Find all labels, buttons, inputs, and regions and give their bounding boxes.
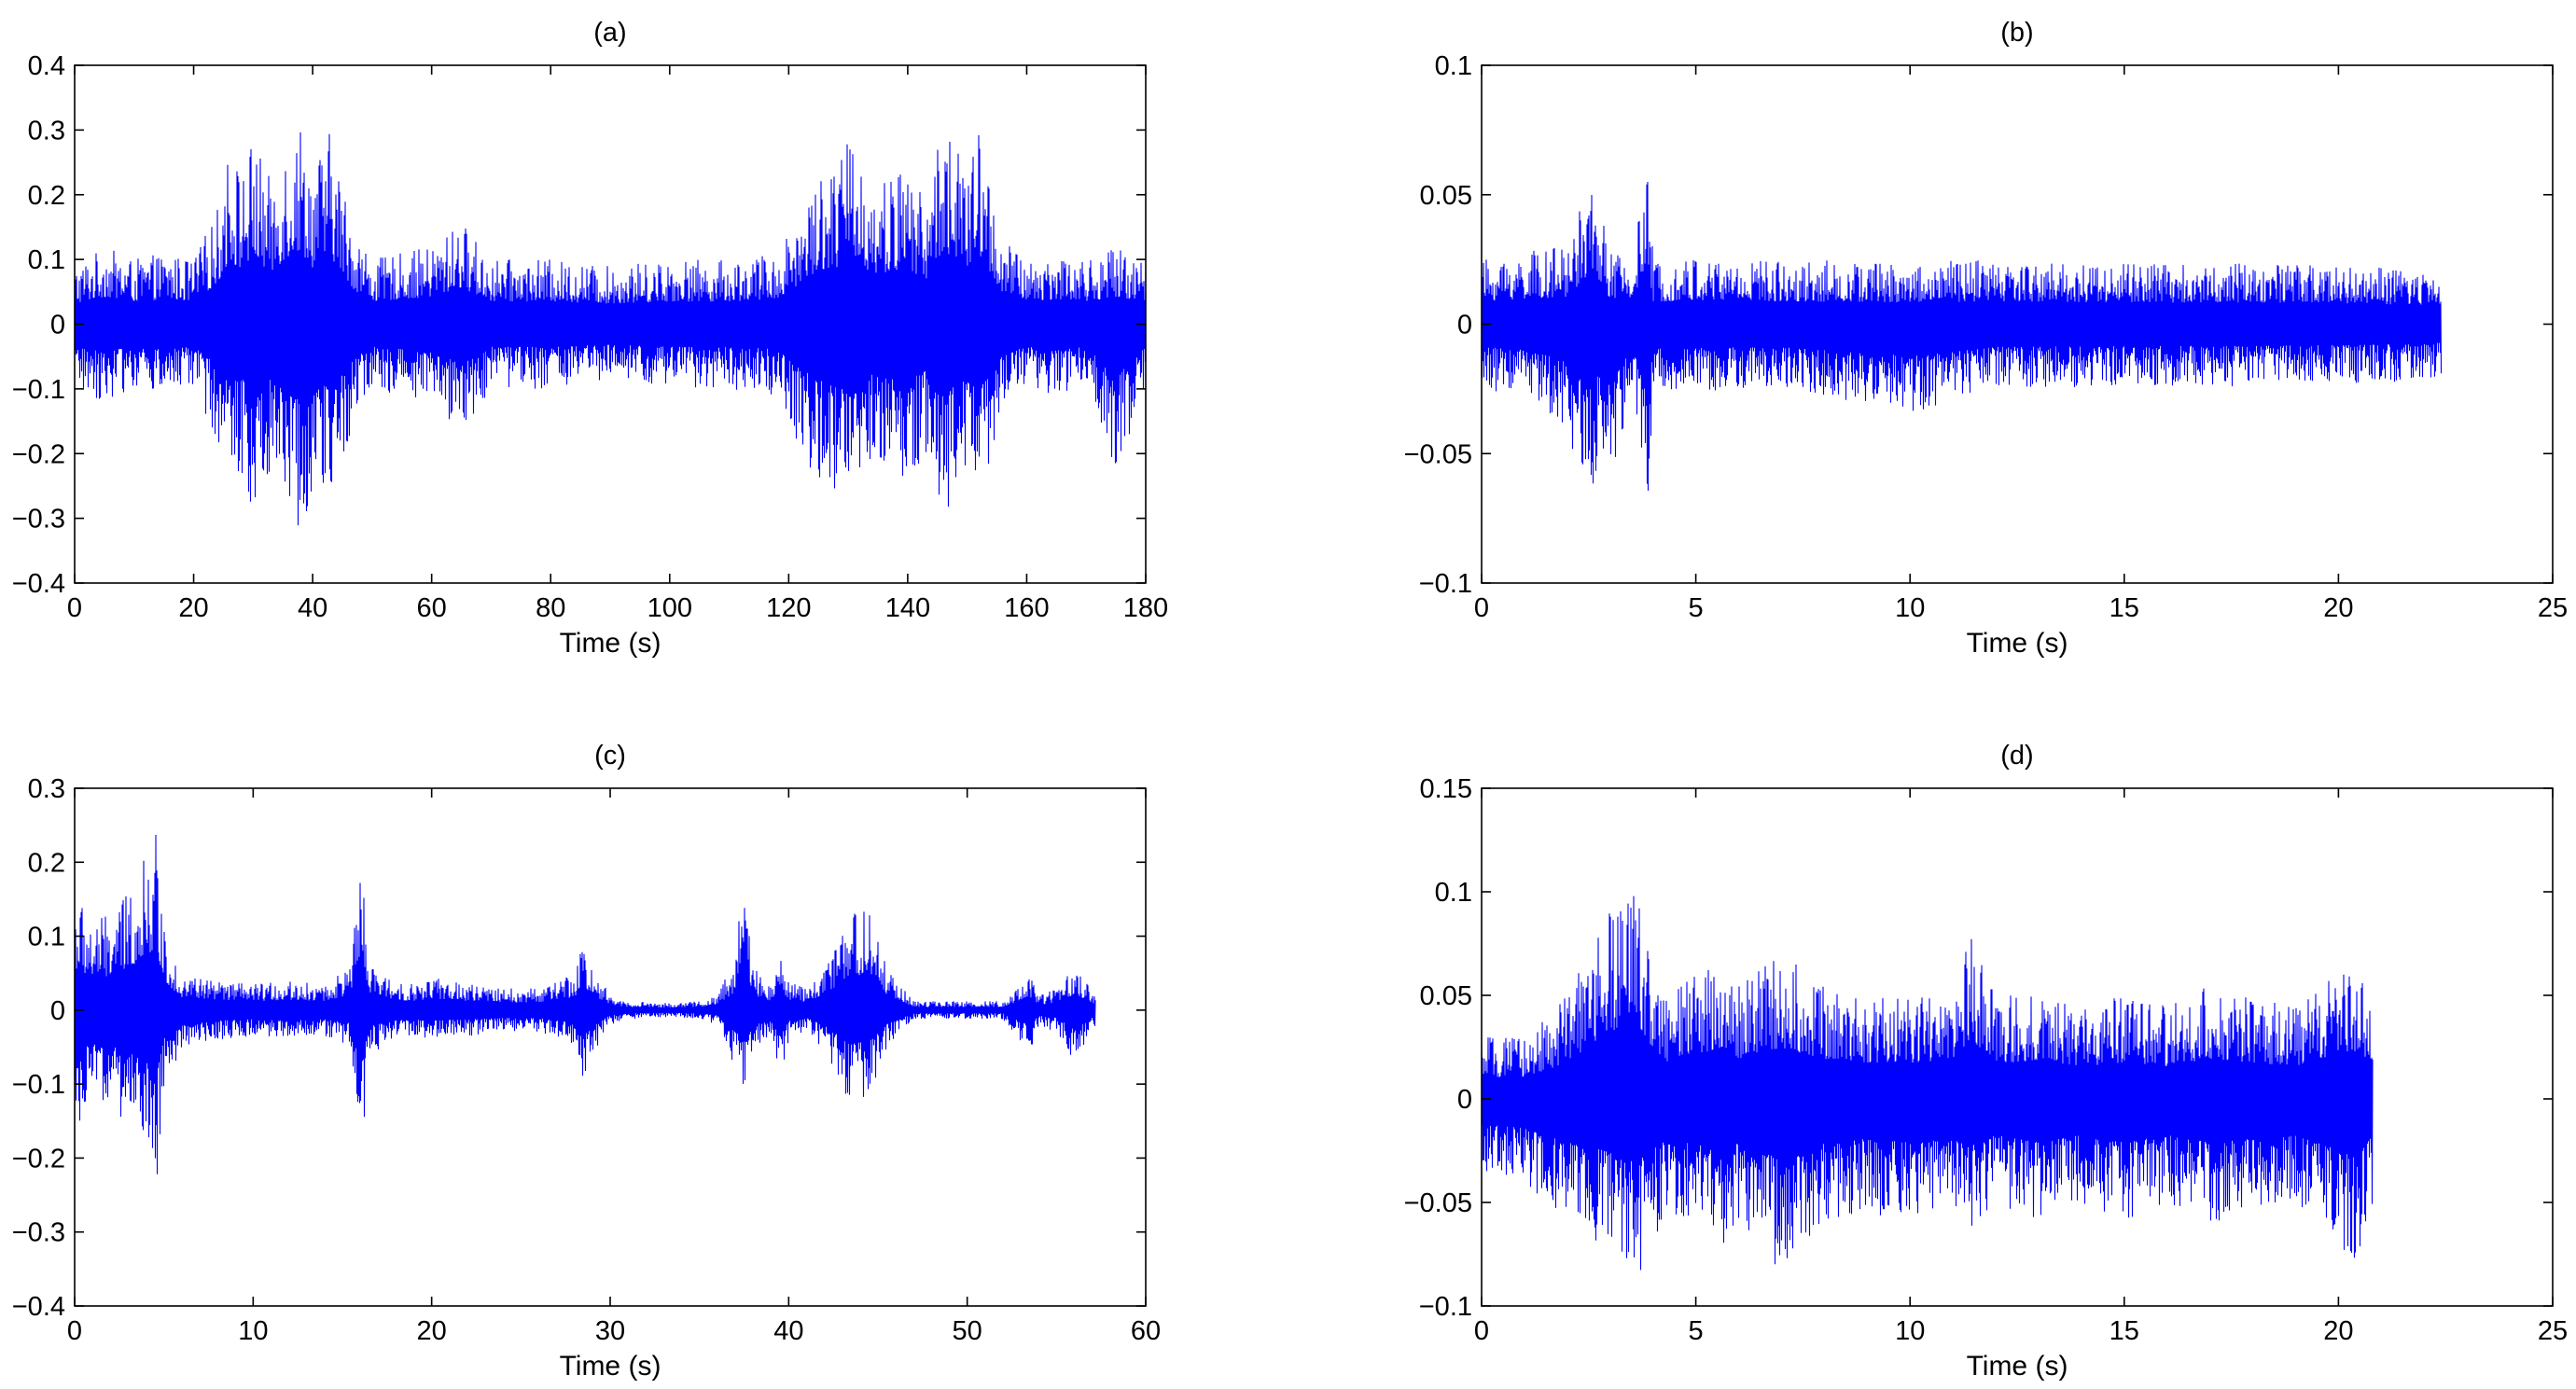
x-tick-label: 20 (2323, 1316, 2353, 1346)
x-tick-label: 40 (298, 593, 327, 623)
panel-title-c: (c) (594, 741, 626, 771)
y-tick-label: −0.2 (12, 1144, 65, 1174)
x-tick-label: 5 (1689, 1316, 1704, 1346)
y-tick-label: 0.1 (28, 923, 65, 952)
y-tick-label: −0.3 (12, 1218, 65, 1248)
x-tick-label: 5 (1689, 593, 1704, 623)
y-tick-label: −0.4 (12, 1292, 65, 1322)
y-tick-label: 0 (1457, 311, 1472, 340)
x-tick-label: 160 (1004, 593, 1049, 623)
y-tick-label: −0.1 (1419, 1292, 1472, 1322)
x-tick-label: 0 (1474, 1316, 1489, 1346)
y-tick-label: 0 (50, 996, 65, 1026)
x-tick-label: 180 (1123, 593, 1168, 623)
y-tick-label: 0.05 (1420, 181, 1472, 211)
panel-title-d: (d) (2000, 741, 2033, 771)
x-tick-label: 15 (2110, 1316, 2139, 1346)
y-tick-label: 0.3 (28, 774, 65, 804)
x-tick-label: 60 (1131, 1316, 1161, 1346)
x-tick-label: 10 (238, 1316, 268, 1346)
y-tick-label: 0.1 (1435, 51, 1472, 81)
y-tick-label: −0.4 (12, 569, 65, 599)
x-axis-label-b: Time (s) (1967, 628, 2068, 659)
x-tick-label: 30 (595, 1316, 625, 1346)
x-tick-label: 80 (536, 593, 565, 623)
chart-panel-a: 0 20 40 60 80 100 120 140 160 180 −0.4 −0.3 −0.2 −0.1… (12, 18, 1168, 659)
y-tick-label: 0.2 (28, 848, 65, 878)
x-tick-label: 20 (417, 1316, 447, 1346)
x-tick-label: 15 (2110, 593, 2139, 623)
y-tick-label: −0.1 (1419, 569, 1472, 599)
signal-series-b (1482, 181, 2443, 492)
x-tick-label: 120 (766, 593, 811, 623)
y-tick-label: −0.1 (12, 1070, 65, 1100)
x-tick-label: 60 (417, 593, 447, 623)
x-axis-label-d: Time (s) (1967, 1351, 2068, 1382)
y-tick-label: 0.4 (28, 51, 65, 81)
plot-frame-c (74, 787, 1147, 1307)
plot-frame-d (1481, 787, 2554, 1307)
x-axis-label-a: Time (s) (560, 628, 661, 659)
y-tick-label: 0 (1457, 1085, 1472, 1115)
panel-title-b: (b) (2000, 18, 2033, 48)
y-tick-label: 0.1 (1435, 878, 1472, 908)
x-tick-label: 10 (1895, 1316, 1925, 1346)
x-tick-label: 40 (773, 1316, 803, 1346)
y-tick-label: 0.1 (28, 245, 65, 275)
x-tick-label: 25 (2538, 1316, 2568, 1346)
y-tick-label: 0.05 (1420, 981, 1472, 1011)
chart-panel-b: 0 5 10 15 20 25 −0.1 −0.05 0 0.05 0.1 (b) Time (s) (1404, 18, 2569, 659)
x-tick-label: 0 (67, 593, 82, 623)
y-tick-label: −0.2 (12, 439, 65, 469)
chart-panel-c: 0 10 20 30 40 50 60 −0.4 −0.3 −0.2 −0.1 0 0.1 0.2 0.3 (… (12, 741, 1161, 1382)
x-tick-label: 0 (1474, 593, 1489, 623)
y-tick-label: −0.05 (1404, 1188, 1472, 1218)
signal-series-a (75, 132, 1146, 526)
y-tick-label: 0.15 (1420, 774, 1472, 804)
x-tick-label: 100 (647, 593, 692, 623)
panel-title-a: (a) (593, 18, 626, 48)
x-tick-label: 10 (1895, 593, 1925, 623)
x-tick-label: 0 (67, 1316, 82, 1346)
x-tick-label: 20 (178, 593, 208, 623)
y-tick-label: −0.05 (1404, 439, 1472, 469)
y-tick-label: 0.3 (28, 116, 65, 146)
y-tick-label: 0.2 (28, 181, 65, 211)
signal-series-c (75, 834, 1096, 1174)
x-tick-label: 25 (2538, 593, 2568, 623)
y-tick-label: −0.3 (12, 505, 65, 535)
y-tick-label: 0 (50, 311, 65, 340)
x-tick-label: 50 (953, 1316, 982, 1346)
x-tick-label: 140 (885, 593, 930, 623)
x-axis-label-c: Time (s) (560, 1351, 661, 1382)
y-tick-label: −0.1 (12, 375, 65, 405)
x-tick-label: 20 (2323, 593, 2353, 623)
signal-series-d (1482, 896, 2374, 1271)
chart-panel-d: 0 5 10 15 20 25 −0.1 −0.05 0 0.05 0.1 0.15 (d) Time (… (1404, 741, 2569, 1382)
